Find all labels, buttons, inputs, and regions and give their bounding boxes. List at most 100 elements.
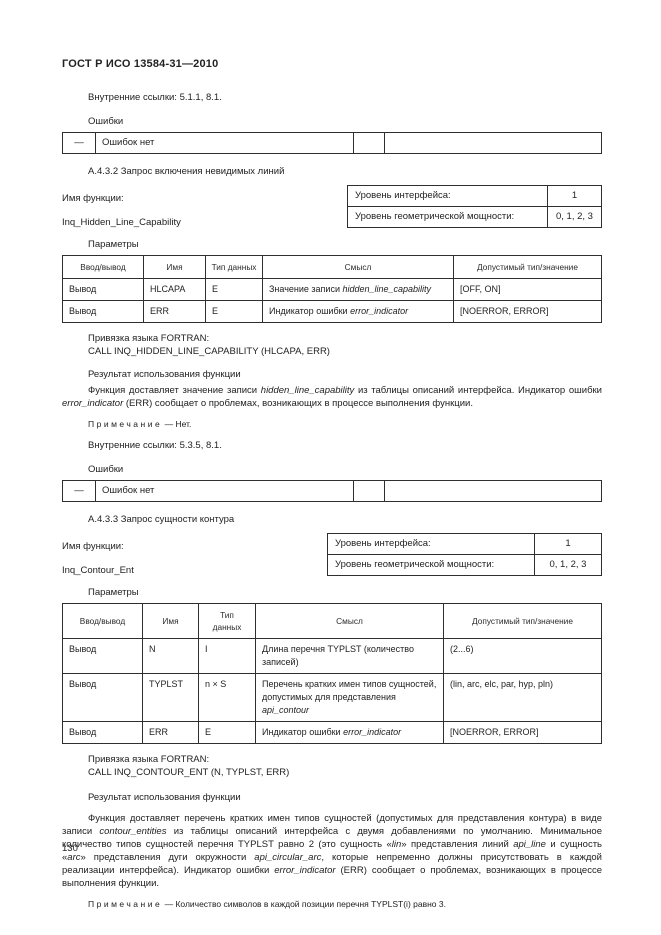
table-header-row: Ввод/вывод Имя Тип данных Смысл Допустим… [62,255,602,279]
error-code-cell: — [62,480,96,502]
error-text-cell: Ошибок нет [95,132,354,154]
fortran-binding-block: Привязка языка FORTRAN: CALL INQ_HIDDEN_… [88,332,602,358]
header-io: Ввод/вывод [62,255,144,279]
cell-meaning: Индикатор ошибки error_indicator [262,300,454,323]
cell-allowed: [OFF, ON] [453,278,602,301]
parameters-label: Параметры [88,587,139,598]
cell-io: Вывод [62,638,143,674]
note-text: Количество символов в каждой позиции пер… [175,899,446,909]
table-row: Вывод N I Длина перечня TYPLST (количест… [62,638,602,674]
internal-references: Внутренние ссылки: 5.3.5, 8.1. [88,440,222,451]
note-dash: — [164,419,176,429]
note-dash: — [164,899,176,909]
header-io: Ввод/вывод [62,603,143,639]
header-name: Имя [142,603,199,639]
function-name-label: Имя функции: [62,541,124,552]
header-type: Тип данных [205,255,263,279]
cell-type: E [205,300,263,323]
errors-row: — Ошибок нет [62,132,602,154]
table-header-row: Ввод/вывод Имя Тип данных Смысл Допустим… [62,603,602,639]
page-content: ГОСТ Р ИСО 13584-31—2010 Внутренние ссыл… [62,58,602,910]
header-name: Имя [143,255,206,279]
fortran-binding-block: Привязка языка FORTRAN: CALL INQ_CONTOUR… [88,753,602,779]
cell-type: E [198,721,256,744]
geometric-power-label: Уровень геометрической мощности: [327,554,535,576]
cell-meaning: Длина перечня TYPLST (количество записей… [255,638,444,674]
function-name: Inq_Hidden_Line_Capability [62,217,181,228]
cell-allowed: (2...6) [443,638,602,674]
document-title: ГОСТ Р ИСО 13584-31—2010 [62,58,219,70]
cell-type: I [198,638,256,674]
geometric-power-value: 0, 1, 2, 3 [547,206,602,228]
result-label: Результат использования функции [88,369,241,380]
errors-label: Ошибки [88,116,124,127]
section-heading-a432: А.4.3.2 Запрос включения невидимых линий [88,166,285,177]
cell-io: Вывод [62,721,143,744]
cell-allowed: (lin, arc, elc, par, hyp, pln) [443,673,602,722]
error-text-cell: Ошибок нет [95,480,354,502]
cell-name: N [142,638,199,674]
header-meaning: Смысл [255,603,444,639]
function-name-block: Имя функции: Inq_Hidden_Line_Capability [62,185,181,229]
result-paragraph: Функция доставляет значение записи hidde… [62,385,602,409]
table-row: Вывод ERR E Индикатор ошибки error_indic… [62,300,602,323]
header-type: Тип данных [198,603,256,639]
cell-io: Вывод [62,673,143,722]
result-label: Результат использования функции [88,792,241,803]
empty-cell [384,480,602,502]
fortran-label: Привязка языка FORTRAN: [88,754,210,765]
interface-level-table: Уровень интерфейса: 1 Уровень геометриче… [347,185,602,228]
cell-name: HLCAPA [143,278,206,301]
errors-row: — Ошибок нет [62,480,602,502]
table-row: Вывод HLCAPA E Значение записи hidden_li… [62,278,602,301]
note: Примечание — Количество символов в каждо… [88,898,602,910]
cell-name: ERR [143,300,206,323]
header-meaning: Смысл [262,255,454,279]
cell-io: Вывод [62,300,144,323]
cell-meaning: Перечень кратких имен типов сущностей, д… [255,673,444,722]
errors-table: — Ошибок нет [62,132,602,154]
page-number: 130 [62,843,78,854]
cell-type: n × S [198,673,256,722]
internal-references: Внутренние ссылки: 5.1.1, 8.1. [88,92,222,103]
function-name-label: Имя функции: [62,193,124,204]
header-allowed: Допустимый тип/значение [453,255,602,279]
fortran-call: CALL INQ_CONTOUR_ENT (N, TYPLST, ERR) [88,767,290,778]
cell-name: ERR [142,721,199,744]
interface-level-value: 1 [534,533,602,555]
geometric-power-value: 0, 1, 2, 3 [534,554,602,576]
cell-io: Вывод [62,278,144,301]
table-row: Вывод ERR E Индикатор ошибки error_indic… [62,721,602,744]
note-word: Примечание [88,419,163,429]
fortran-call: CALL INQ_HIDDEN_LINE_CAPABILITY (HLCAPA,… [88,346,330,357]
cell-name: TYPLST [142,673,199,722]
empty-cell [384,132,602,154]
section-heading-a433: А.4.3.3 Запрос сущности контура [88,514,235,525]
geometric-power-label: Уровень геометрической мощности: [347,206,548,228]
note-text: Нет. [175,419,192,429]
result-paragraph: Функция доставляет перечень кратких имен… [62,813,603,889]
note: Примечание — Нет. [88,418,602,430]
interface-level-label: Уровень интерфейса: [347,185,548,207]
interface-level-table: Уровень интерфейса: 1 Уровень геометриче… [327,533,602,576]
cell-type: E [205,278,263,301]
parameters-table-a432: Ввод/вывод Имя Тип данных Смысл Допустим… [62,255,602,323]
cell-allowed: [NOERROR, ERROR] [443,721,602,744]
empty-cell [353,132,385,154]
header-allowed: Допустимый тип/значение [443,603,602,639]
function-name-block: Имя функции: Inq_Contour_Ent [62,533,134,577]
cell-meaning: Значение записи hidden_line_capability [262,278,454,301]
errors-label: Ошибки [88,464,124,475]
cell-meaning: Индикатор ошибки error_indicator [255,721,444,744]
interface-level-label: Уровень интерфейса: [327,533,535,555]
cell-allowed: [NOERROR, ERROR] [453,300,602,323]
empty-cell [353,480,385,502]
interface-level-value: 1 [547,185,602,207]
function-header-block: Имя функции: Inq_Hidden_Line_Capability … [62,185,602,229]
errors-table: — Ошибок нет [62,480,602,502]
error-code-cell: — [62,132,96,154]
table-row: Вывод TYPLST n × S Перечень кратких имен… [62,673,602,722]
parameters-label: Параметры [88,239,139,250]
note-word: Примечание [88,899,163,909]
